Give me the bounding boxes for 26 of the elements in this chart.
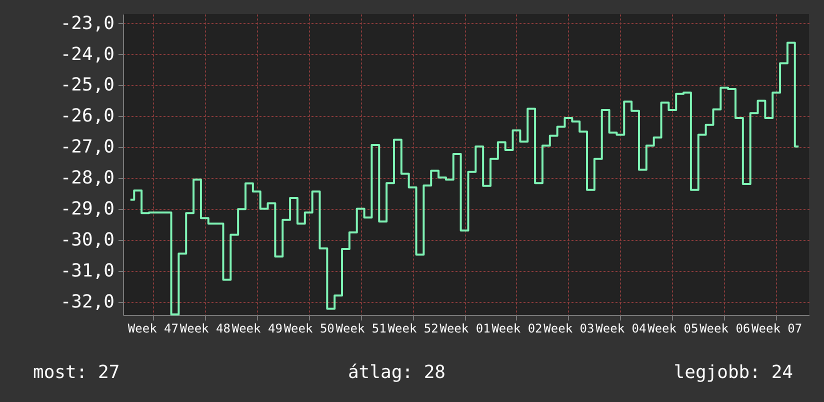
y-tick-label: -31,0	[60, 260, 114, 282]
x-tick-label: Week 05	[648, 322, 698, 336]
text: most: 27	[33, 362, 120, 383]
x-tick-label: Week 48	[180, 322, 230, 336]
x-tick-label: Week 52	[388, 322, 438, 336]
y-tick-label: -24,0	[60, 44, 114, 65]
x-tick-label: Week 07	[752, 322, 802, 336]
y-tick-label: -28,0	[60, 168, 114, 189]
x-tick-label: Week 50	[284, 322, 334, 336]
y-tick-label: -32,0	[60, 291, 114, 312]
x-tick-label: Week 06	[700, 322, 750, 336]
y-tick-label: -27,0	[60, 136, 114, 158]
text: legjobb: 24	[674, 362, 793, 383]
y-tick-label: -26,0	[60, 106, 114, 127]
y-tick-label: -25,0	[60, 74, 114, 96]
x-tick-label: Week 02	[492, 322, 542, 336]
x-tick-label: Week 49	[232, 322, 282, 336]
x-tick-label: Week 47	[128, 322, 178, 336]
text: átlag: 28	[348, 362, 446, 383]
y-tick-label: -23,0	[60, 12, 114, 34]
y-tick-label: -29,0	[60, 198, 114, 220]
x-tick-label: Week 04	[596, 322, 646, 336]
x-tick-label: Week 01	[440, 322, 490, 336]
y-tick-label: -30,0	[60, 230, 114, 251]
x-tick-label: Week 51	[336, 322, 386, 336]
x-tick-label: Week 03	[544, 322, 594, 336]
